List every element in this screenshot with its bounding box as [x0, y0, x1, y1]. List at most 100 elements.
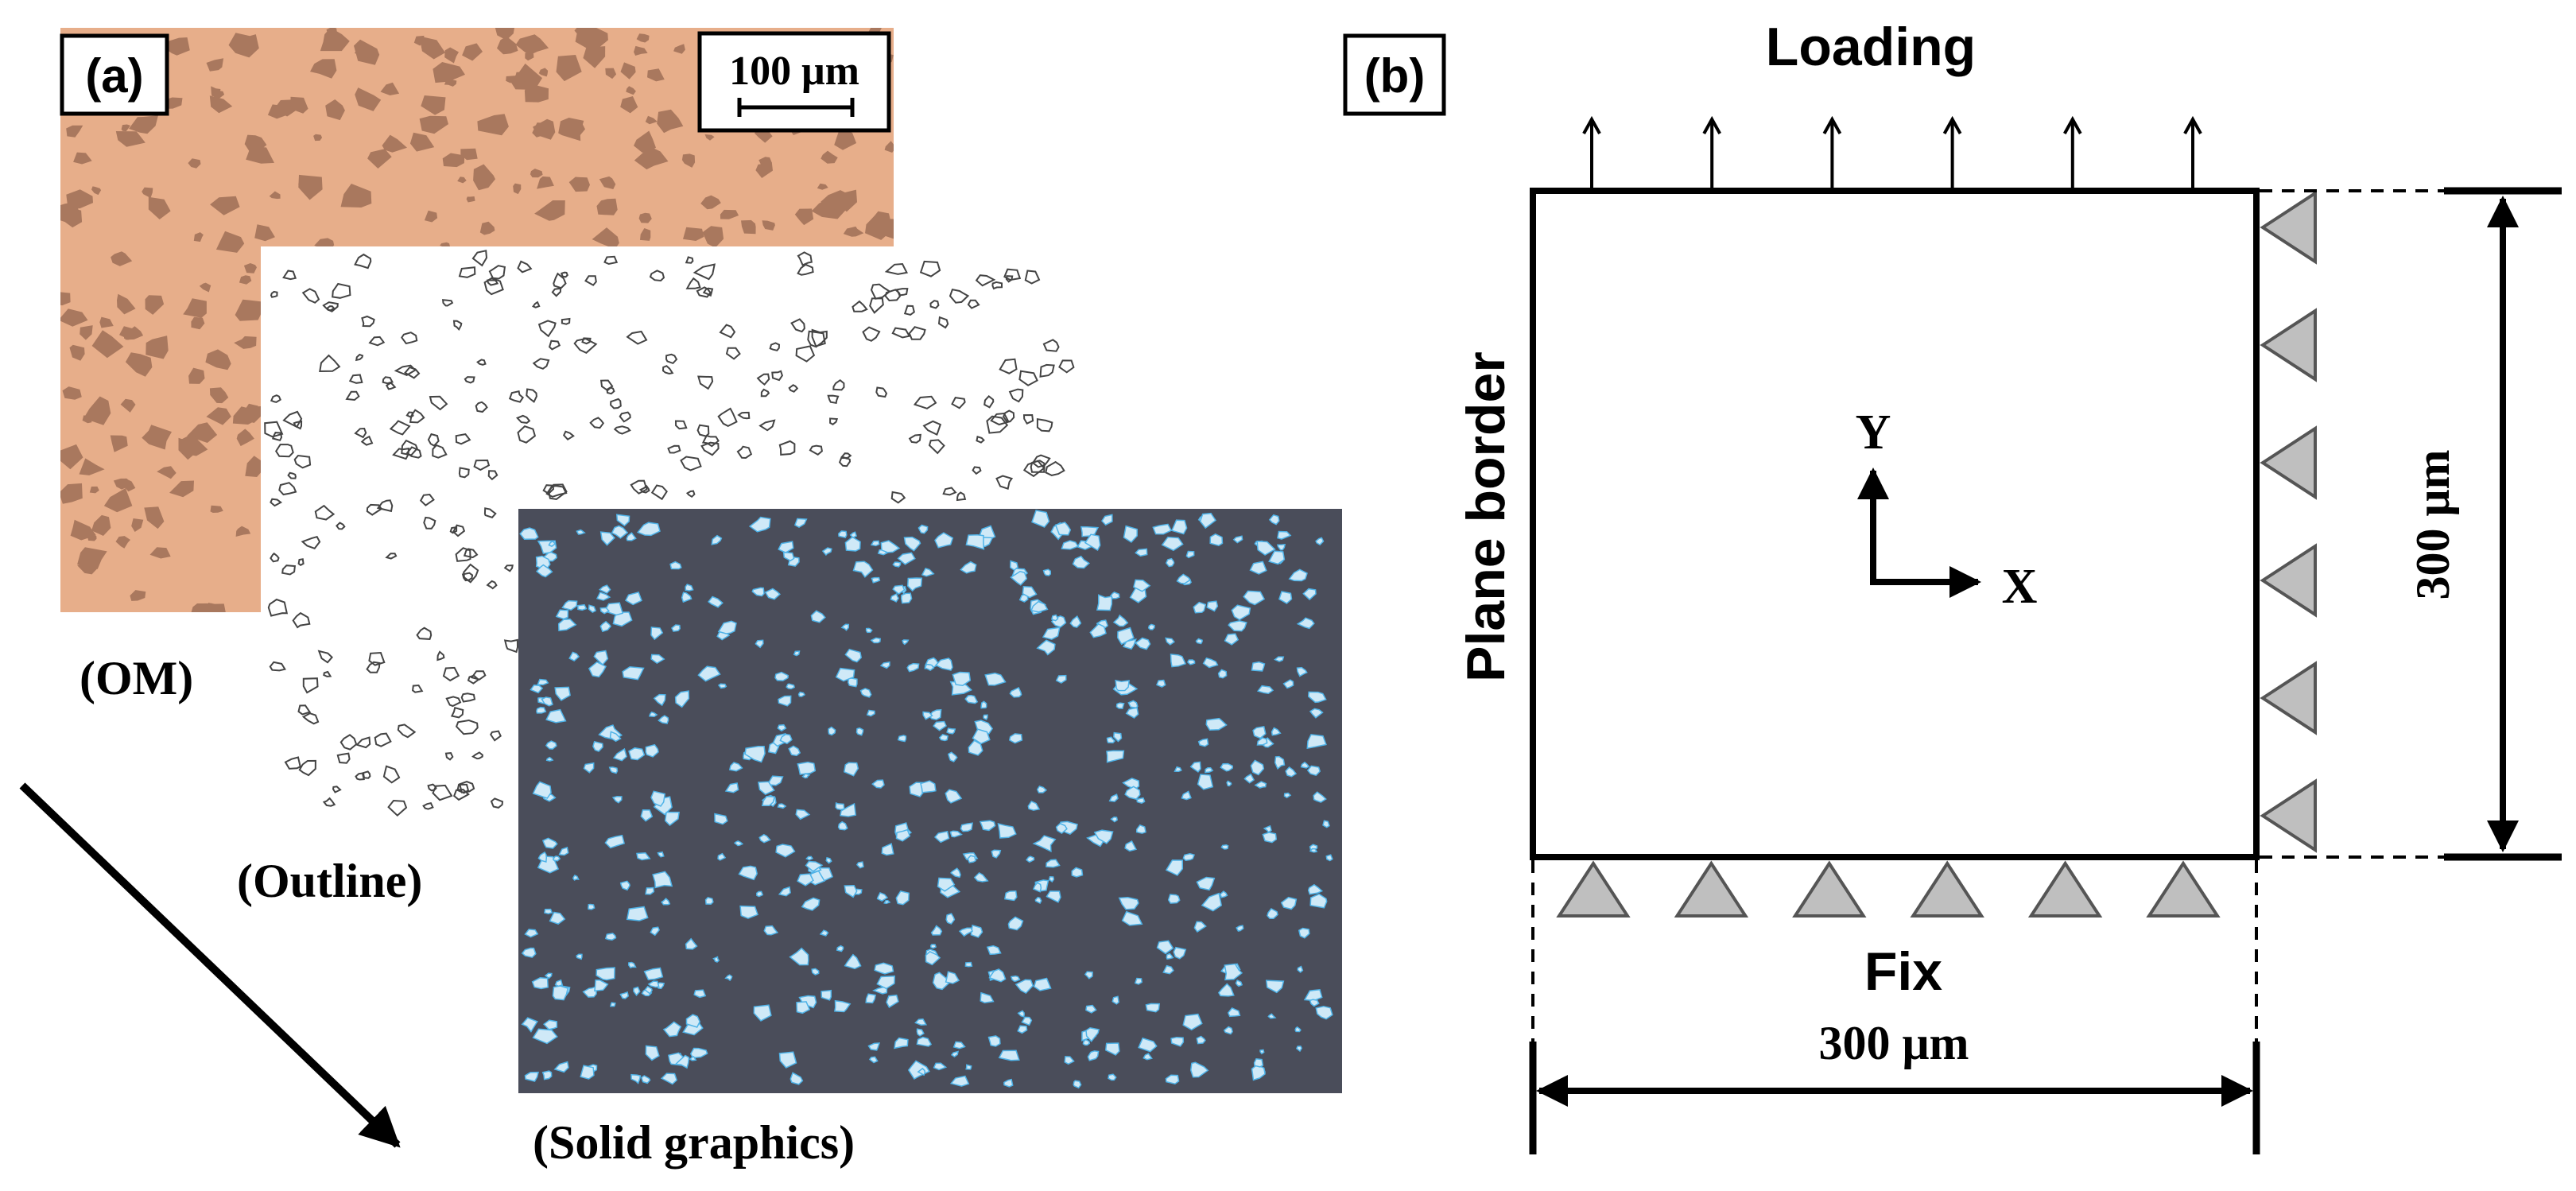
outline-particle [432, 784, 453, 801]
outline-particle [991, 281, 1003, 290]
om-particle [209, 95, 233, 114]
solid-particle [1189, 761, 1201, 773]
outline-particle [354, 427, 367, 439]
outline-background [261, 246, 1083, 827]
width-dimension [1529, 860, 2260, 1154]
om-particle [532, 122, 555, 138]
outline-particle [1003, 268, 1022, 281]
solid-particle [933, 720, 947, 731]
outline-particle [339, 734, 358, 751]
solid-particle [572, 875, 580, 881]
solid-particle [544, 972, 553, 980]
outline-particle [301, 288, 320, 304]
solid-particle [901, 592, 913, 604]
solid-particle [1170, 1036, 1185, 1047]
outline-particle [692, 263, 716, 281]
solid-particle [1096, 594, 1113, 611]
outline-particle [503, 564, 514, 572]
om-particle [640, 228, 651, 241]
om-particle [183, 298, 207, 318]
om-particle [720, 209, 739, 219]
solid-particle [545, 708, 567, 724]
solid-particle [594, 980, 609, 992]
solid-particle [986, 945, 1002, 956]
solid-particle [998, 1049, 1020, 1061]
solid-particle [1106, 750, 1125, 763]
solid-particle [1165, 637, 1175, 646]
solid-particle [1136, 797, 1146, 805]
om-particle [145, 336, 169, 359]
solid-particle [1232, 535, 1243, 544]
outline-particle [348, 374, 363, 384]
outline-particle [317, 650, 333, 664]
solid-particle [1165, 557, 1175, 568]
solid-particle [1235, 979, 1243, 987]
solid-particle [1004, 890, 1018, 902]
om-particle [235, 299, 266, 321]
solid-particle [1042, 627, 1061, 640]
outline-particle [903, 305, 915, 316]
outline-particle [561, 317, 571, 325]
solid-particle [1125, 707, 1139, 719]
solid-particle [991, 849, 1002, 859]
solid-particle [1085, 1027, 1100, 1042]
solid-particle [717, 683, 727, 689]
solid-particle [881, 843, 894, 856]
solid-particle [541, 696, 553, 707]
solid-particle [897, 735, 907, 743]
om-particle [421, 95, 446, 115]
solid-particle [1228, 620, 1247, 632]
outline-particle [270, 498, 283, 507]
outline-particle [503, 638, 519, 654]
om-particle [409, 132, 435, 152]
outline-particle [455, 433, 471, 445]
solid-particle [1256, 540, 1276, 556]
outline-particle [471, 250, 488, 267]
solid-particle [615, 514, 630, 527]
solid-particle [979, 820, 996, 832]
solid-particle [973, 871, 989, 883]
om-particle [647, 68, 665, 82]
solid-particle [1263, 824, 1272, 833]
om-particle [209, 387, 229, 404]
outline-particle [366, 661, 381, 673]
outline-particle [272, 432, 283, 441]
solid-particle [610, 1002, 616, 1007]
om-particle [424, 210, 438, 223]
solid-particle [945, 789, 963, 804]
outline-particle [459, 781, 475, 793]
solid-particle [1046, 890, 1061, 903]
outline-particle [455, 719, 479, 735]
outline-particle [487, 279, 499, 286]
om-particle [620, 96, 638, 114]
om-particle [865, 215, 891, 240]
outline-particle [463, 563, 479, 584]
solid-particle [988, 968, 1007, 983]
solid-particle [536, 706, 547, 714]
solid-particle [1197, 774, 1214, 790]
solid-particle [855, 727, 864, 736]
om-particle [245, 456, 266, 477]
outline-particle [323, 670, 332, 677]
solid-particle [603, 602, 624, 616]
solid-particle [662, 1021, 682, 1038]
om-particle [69, 344, 85, 361]
solid-particle [532, 781, 552, 799]
outline-particle [700, 441, 720, 456]
outline-particle [360, 435, 374, 446]
outline-particle [532, 301, 541, 308]
solid-particles [519, 510, 1333, 1089]
solid-particle [674, 690, 690, 708]
solid-particle [1085, 1004, 1097, 1014]
solid-particle [1030, 600, 1049, 613]
solid-particle [920, 780, 937, 793]
om-particle [592, 227, 619, 250]
solid-particle [1166, 952, 1174, 960]
outline-particle [387, 799, 408, 817]
outline-particle [441, 299, 454, 307]
solid-particle [577, 603, 588, 611]
solid-particle [1064, 1056, 1075, 1065]
solid-particle [906, 662, 920, 673]
outline-particle [374, 732, 392, 747]
om-particle [169, 480, 194, 498]
